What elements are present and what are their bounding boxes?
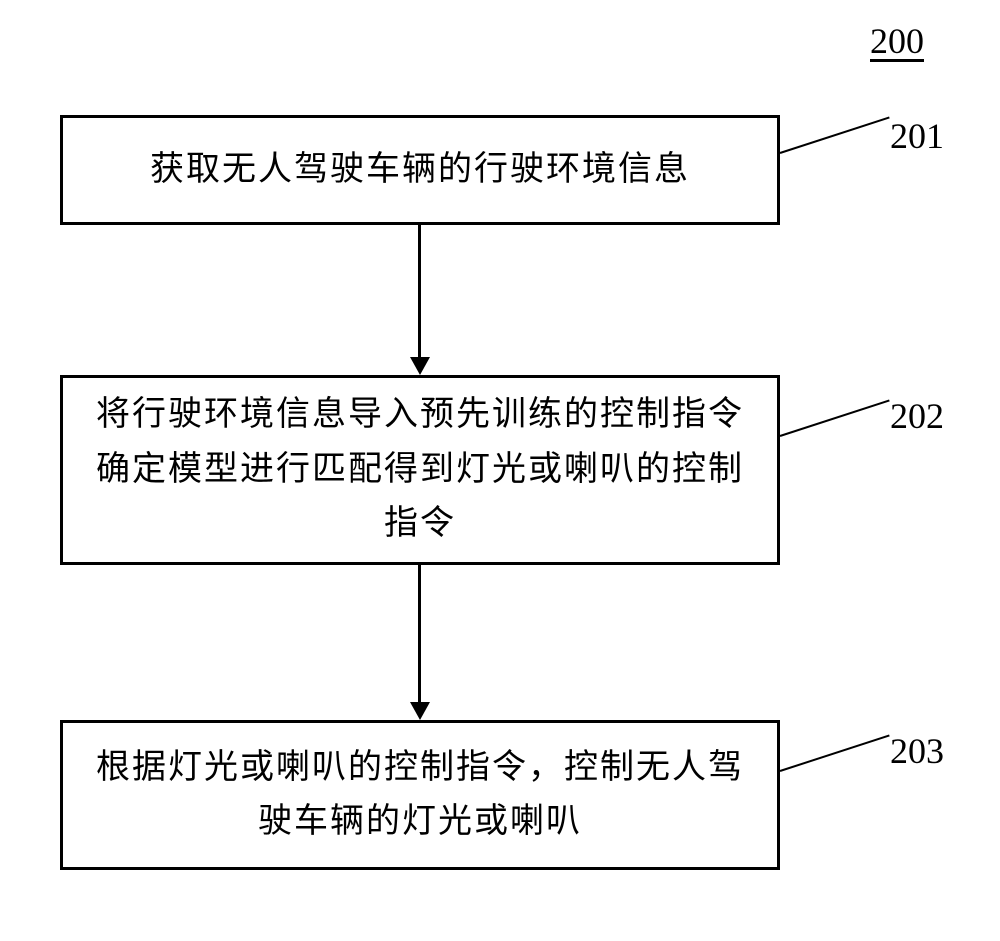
flowchart-step-201: 获取无人驾驶车辆的行驶环境信息 [60, 115, 780, 225]
flowchart-step-203: 根据灯光或喇叭的控制指令，控制无人驾驶车辆的灯光或喇叭 [60, 720, 780, 870]
arrow-line [418, 565, 421, 702]
arrow-line [418, 225, 421, 357]
arrow-head-icon [410, 702, 430, 720]
step-label-201: 201 [890, 115, 944, 157]
step-label-202: 202 [890, 395, 944, 437]
callout-line [780, 735, 890, 772]
diagram-id-label: 200 [870, 20, 924, 62]
flowchart-step-202: 将行驶环境信息导入预先训练的控制指令确定模型进行匹配得到灯光或喇叭的控制指令 [60, 375, 780, 565]
step-text: 获取无人驾驶车辆的行驶环境信息 [150, 143, 690, 197]
step-text: 根据灯光或喇叭的控制指令，控制无人驾驶车辆的灯光或喇叭 [83, 741, 757, 850]
arrow-head-icon [410, 357, 430, 375]
step-text: 将行驶环境信息导入预先训练的控制指令确定模型进行匹配得到灯光或喇叭的控制指令 [83, 388, 757, 551]
callout-line [780, 400, 890, 437]
step-label-203: 203 [890, 730, 944, 772]
callout-line [780, 117, 890, 154]
